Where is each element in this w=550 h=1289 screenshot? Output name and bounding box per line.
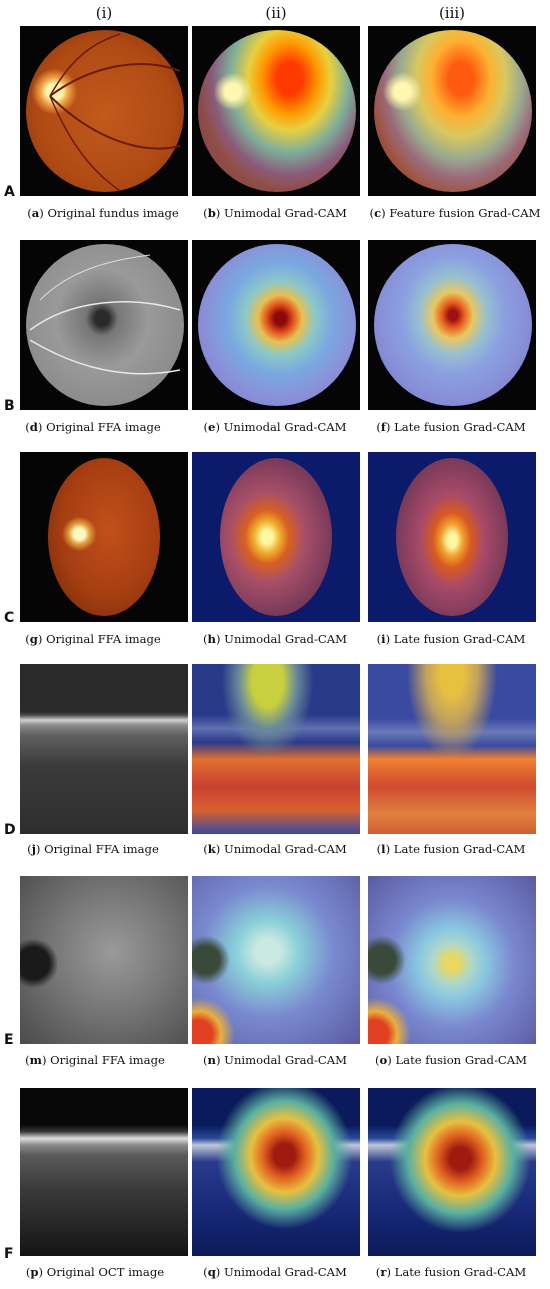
- ffa-unimodal-gradcam-b: [192, 240, 360, 410]
- fundus-feature-fusion-gradcam: [368, 26, 536, 196]
- row-label-D: D: [4, 822, 16, 838]
- column-header-iii: (iii): [438, 4, 466, 22]
- caption-k: (k) Unimodal Grad-CAM: [203, 842, 347, 856]
- fundus-original-image: [20, 26, 188, 196]
- caption-q: (q) Unimodal Grad-CAM: [203, 1265, 347, 1279]
- ffa-vessels: [29, 254, 181, 375]
- caption-g: (g) Original FFA image: [25, 632, 161, 646]
- caption-j: (j) Original FFA image: [27, 842, 159, 856]
- caption-l: (l) Late fusion Grad-CAM: [376, 842, 526, 856]
- oct-unimodal-gradcam-f: [192, 1088, 360, 1256]
- ffa-late-fusion-gradcam-b: [368, 240, 536, 410]
- fundus-unimodal-gradcam: [192, 26, 360, 196]
- caption-p: (p) Original OCT image: [25, 1265, 165, 1279]
- caption-h: (h) Unimodal Grad-CAM: [202, 632, 347, 646]
- caption-f: (f) Late fusion Grad-CAM: [376, 420, 526, 434]
- ffa-unimodal-gradcam-e: [192, 876, 360, 1044]
- caption-a: (a) Original fundus image: [27, 206, 179, 220]
- oct-late-fusion-gradcam-d: [368, 664, 536, 834]
- caption-n: (n) Unimodal Grad-CAM: [202, 1053, 347, 1067]
- row-label-F: F: [4, 1246, 14, 1262]
- caption-c: (c) Feature fusion Grad-CAM: [369, 206, 541, 220]
- ffa-original-image-c: [20, 452, 188, 622]
- row-label-C: C: [4, 610, 15, 626]
- ffa-late-fusion-gradcam-e: [368, 876, 536, 1044]
- caption-o: (o) Late fusion Grad-CAM: [374, 1053, 528, 1067]
- column-header-i: (i): [95, 4, 113, 22]
- oct-original-image-f: [20, 1088, 188, 1256]
- caption-d: (d) Original FFA image: [25, 420, 161, 434]
- oct-unimodal-gradcam-d: [192, 664, 360, 834]
- ffa-unimodal-gradcam-c: [192, 452, 360, 622]
- caption-m: (m) Original FFA image: [25, 1053, 165, 1067]
- caption-b: (b) Unimodal Grad-CAM: [203, 206, 347, 220]
- ffa-late-fusion-gradcam-c: [368, 452, 536, 622]
- column-header-ii: (ii): [265, 4, 287, 22]
- row-label-E: E: [4, 1032, 14, 1048]
- oct-original-image-d: [20, 664, 188, 834]
- ffa-original-image-b: [20, 240, 188, 410]
- row-label-B: B: [4, 398, 15, 414]
- oct-late-fusion-gradcam-f: [368, 1088, 536, 1256]
- caption-r: (r) Late fusion Grad-CAM: [375, 1265, 527, 1279]
- row-label-A: A: [4, 184, 15, 200]
- caption-i: (i) Late fusion Grad-CAM: [376, 632, 526, 646]
- vessels-overlay: [49, 33, 181, 192]
- ffa-original-image-e: [20, 876, 188, 1044]
- caption-e: (e) Unimodal Grad-CAM: [203, 420, 347, 434]
